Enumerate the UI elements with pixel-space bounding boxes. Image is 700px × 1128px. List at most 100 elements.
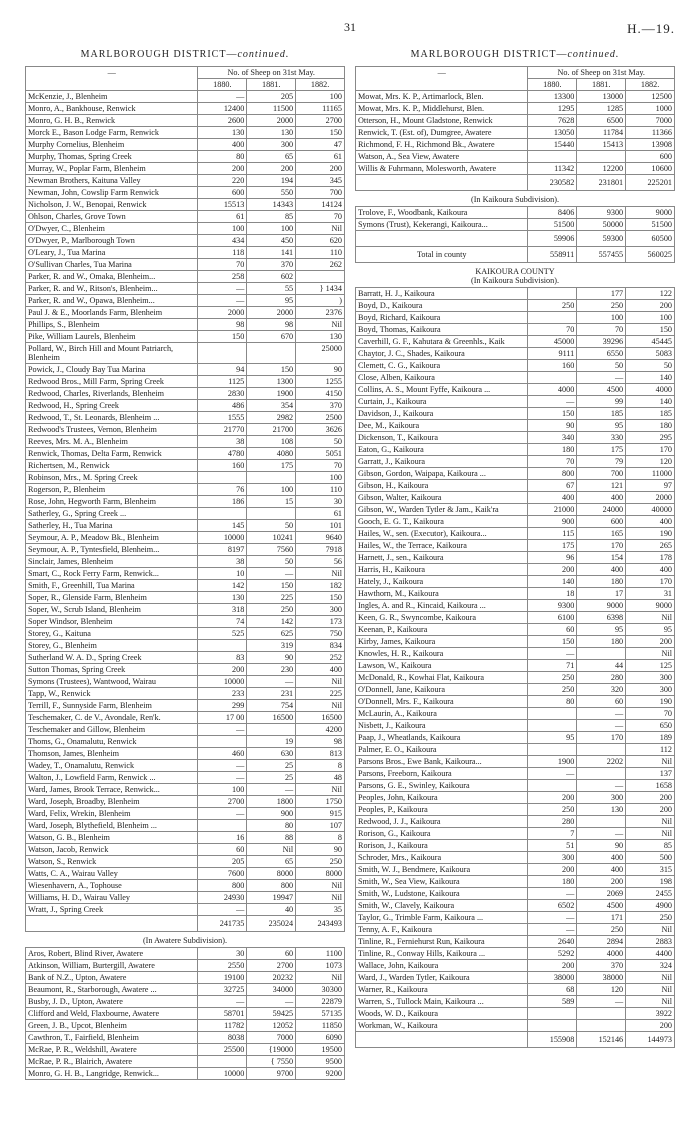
table-row: Wadey, T., Onamalutu, Renwick—258 — [26, 760, 345, 772]
kaikoura-county-heading: KAIKOURA COUNTY(In Kaikoura Subdivision)… — [356, 263, 675, 288]
table-row: Peoples, P., Kaikoura250130200 — [356, 804, 675, 816]
table-row: Otterson, H., Mount Gladstone, Renwick76… — [356, 115, 675, 127]
table-row: Redwood's Trustees, Vernon, Blenheim2177… — [26, 424, 345, 436]
left-table: —No. of Sheep on 31st May. 1880.1881.188… — [25, 66, 345, 1080]
table-row: Watson, A., Sea View, Awatere600 — [356, 151, 675, 163]
table-row: Gibson, Walter, Kaikoura4004002000 — [356, 492, 675, 504]
table-row: Ward, Felix, Wrekin, Blenheim—900915 — [26, 808, 345, 820]
table-row: Renwick, Thomas, Delta Farm, Renwick4780… — [26, 448, 345, 460]
year-1880: 1880. — [528, 79, 577, 91]
table-row: Nicholson, J. W., Benopai, Renwick155131… — [26, 199, 345, 211]
dash-header: — — [26, 67, 198, 91]
table-row: Clifford and Weld, Flaxbourne, Awatere58… — [26, 1008, 345, 1020]
table-row: Phillips, S., Blenheim9898Nil — [26, 319, 345, 331]
table-row: Pollard, W., Birch Hill and Mount Patria… — [26, 343, 345, 364]
table-row: Gooch, E. G. T., Kaikoura900600400 — [356, 516, 675, 528]
table-row: Peoples, John, Kaikoura200300200 — [356, 792, 675, 804]
awatere-heading: (In Awatere Subdivision). — [26, 932, 345, 948]
table-row: Davidson, J., Kaikoura150185185 — [356, 408, 675, 420]
table-row: Newman, John, Cowslip Farm Renwick600550… — [26, 187, 345, 199]
table-row: Thoms, G., Onamalutu, Renwick1998 — [26, 736, 345, 748]
table-row: McRae, P. R., Weldshill, Awatere25500{19… — [26, 1044, 345, 1056]
table-row: Woods, W. D., Kaikoura3922 — [356, 1008, 675, 1020]
table-row: Cawthron, T., Fairfield, Blenheim8038700… — [26, 1032, 345, 1044]
table-row: Satherley, H., Tua Marina14550101 — [26, 520, 345, 532]
table-row: Redwood, Charles, Riverlands, Blenheim28… — [26, 388, 345, 400]
table-row: Symons (Trustees), Wantwood, Wairau10000… — [26, 676, 345, 688]
table-row: Trolove, F., Woodbank, Kaikoura840693009… — [356, 207, 675, 219]
year-1882: 1882. — [296, 79, 345, 91]
table-row: Lawson, W., Kaikoura7144125 — [356, 660, 675, 672]
table-row: Hawthorn, M., Kaikoura181731 — [356, 588, 675, 600]
table-row: Parker, R. and W., Ritson's, Blenheim...… — [26, 283, 345, 295]
table-row: O'Donnell, Jane, Kaikoura250320300 — [356, 684, 675, 696]
table-row: Watson, G. B., Blenheim16888 — [26, 832, 345, 844]
table-row: Boyd, D., Kaikoura250250200 — [356, 300, 675, 312]
table-row: Parker, R. and W., Omaka, Blenheim...258… — [26, 271, 345, 283]
table-row: Powick, J., Cloudy Bay Tua Marina9415090 — [26, 364, 345, 376]
table-row: O'Leary, J., Tua Marina118141110 — [26, 247, 345, 259]
right-table: —No. of Sheep on 31st May. 1880.1881.188… — [355, 66, 675, 1048]
table-row: Hately, J., Kaikoura140180170 — [356, 576, 675, 588]
table-row: Schroder, Mrs., Kaikoura300400500 — [356, 852, 675, 864]
table-row: Murray, W., Poplar Farm, Blenheim2002002… — [26, 163, 345, 175]
table-row: Boyd, Richard, Kaikoura100100 — [356, 312, 675, 324]
table-row: Soper, R., Glenside Farm, Blenheim130225… — [26, 592, 345, 604]
table-row: Willis & Fuhrmann, Molesworth, Awatere11… — [356, 163, 675, 175]
table-row: McKenzie, J., Blenheim—205100 — [26, 91, 345, 103]
table-row: Gibson, H., Kaikoura6712197 — [356, 480, 675, 492]
table-row: O'Dwyer, C., Blenheim100100Nil — [26, 223, 345, 235]
table-row: Richmond, F. H., Richmond Bk., Awatere15… — [356, 139, 675, 151]
table-row: 241735235024243493 — [26, 916, 345, 932]
table-row: Mowat, Mrs. K. P., Artimarlock, Blen.133… — [356, 91, 675, 103]
table-row: Paap, J., Wheatlands, Kaikoura95170189 — [356, 732, 675, 744]
table-row: Close, Alben, Kaikoura—140 — [356, 372, 675, 384]
table-row: Aros, Robert, Blind River, Awatere306011… — [26, 948, 345, 960]
table-row: Palmer, E. O., Kaikoura112 — [356, 744, 675, 756]
table-row: Harris, H., Kaikoura200400400 — [356, 564, 675, 576]
table-row: Ohlson, Charles, Grove Town618570 — [26, 211, 345, 223]
table-row: Redwood Bros., Mill Farm, Spring Creek11… — [26, 376, 345, 388]
table-row: Keenan, P., Kaikoura609595 — [356, 624, 675, 636]
table-row: Garratt, J., Kaikoura7079120 — [356, 456, 675, 468]
table-row: Clemett, C. G., Kaikoura1605050 — [356, 360, 675, 372]
table-row: Smith, W., Sea View, Kaikoura180200198 — [356, 876, 675, 888]
table-row: Terrill, F., Sunnyside Farm, Blenheim299… — [26, 700, 345, 712]
table-row: Rogerson, P., Blenheim76100110 — [26, 484, 345, 496]
columns-container: MARLBOROUGH DISTRICT—continued. —No. of … — [25, 49, 675, 1080]
table-row: Robinson, Mrs., M. Spring Creek100 — [26, 472, 345, 484]
table-row: Soper, W., Scrub Island, Blenheim3182503… — [26, 604, 345, 616]
table-row: Smith, F., Greenhill, Tua Marina14215018… — [26, 580, 345, 592]
table-row: Renwick, T. (Est. of), Dumgree, Awatere1… — [356, 127, 675, 139]
table-row: Monro, A., Bankhouse, Renwick12400115001… — [26, 103, 345, 115]
table-row: 155908152146144973 — [356, 1032, 675, 1048]
table-row: O'Sullivan Charles, Tua Marina70370262 — [26, 259, 345, 271]
table-row: Tinline, R., Conway Hills, Kaikoura ...5… — [356, 948, 675, 960]
table-row: Murphy Cornelius, Blenheim40030047 — [26, 139, 345, 151]
table-row: Redwood, T., St. Leonards, Blenheim ...1… — [26, 412, 345, 424]
year-1880: 1880. — [198, 79, 247, 91]
table-row: Redwood, H., Spring Creek486354370 — [26, 400, 345, 412]
table-row: Watson, Jacob, Renwick60Nil90 — [26, 844, 345, 856]
table-row: Warren, S., Tullock Main, Kaikoura ...58… — [356, 996, 675, 1008]
table-row: 230582231801225201 — [356, 175, 675, 191]
table-row: Bank of N.Z., Upton, Awatere1910020232Ni… — [26, 972, 345, 984]
table-row: Newman Brothers, Kaituna Valley220194345 — [26, 175, 345, 187]
table-row: Hailes, W., sen. (Executor), Kaikoura...… — [356, 528, 675, 540]
table-row: Caverhill, G. F., Kahutara & Greenhls., … — [356, 336, 675, 348]
table-row: Teschemaker and Gillow, Blenheim—4200 — [26, 724, 345, 736]
year-1881: 1881. — [577, 79, 626, 91]
table-row: Richertsen, M., Renwick16017570 — [26, 460, 345, 472]
table-row: Redwood, J. J., Kaikoura280Nil — [356, 816, 675, 828]
table-row: Ward, Joseph, Blythefield, Blenheim ...8… — [26, 820, 345, 832]
table-row: Tinline, R., Ferniehurst Run, Kaikoura26… — [356, 936, 675, 948]
table-row: Gibson, Gordon, Waipapa, Kaikoura ...800… — [356, 468, 675, 480]
table-row: Ward, James, Brook Terrace, Renwick...10… — [26, 784, 345, 796]
table-row: Rorison, J., Kaikoura519085 — [356, 840, 675, 852]
table-row: Ingles, A. and R., Kincaid, Kaikoura ...… — [356, 600, 675, 612]
table-row: Thomson, James, Blenheim460630813 — [26, 748, 345, 760]
table-row: Beaumont, R., Starborough, Awatere ...32… — [26, 984, 345, 996]
table-row: Morck E., Bason Lodge Farm, Renwick13013… — [26, 127, 345, 139]
table-row: Wratt, J., Spring Creek—4035 — [26, 904, 345, 916]
table-row: Tapp, W., Renwick233231225 — [26, 688, 345, 700]
